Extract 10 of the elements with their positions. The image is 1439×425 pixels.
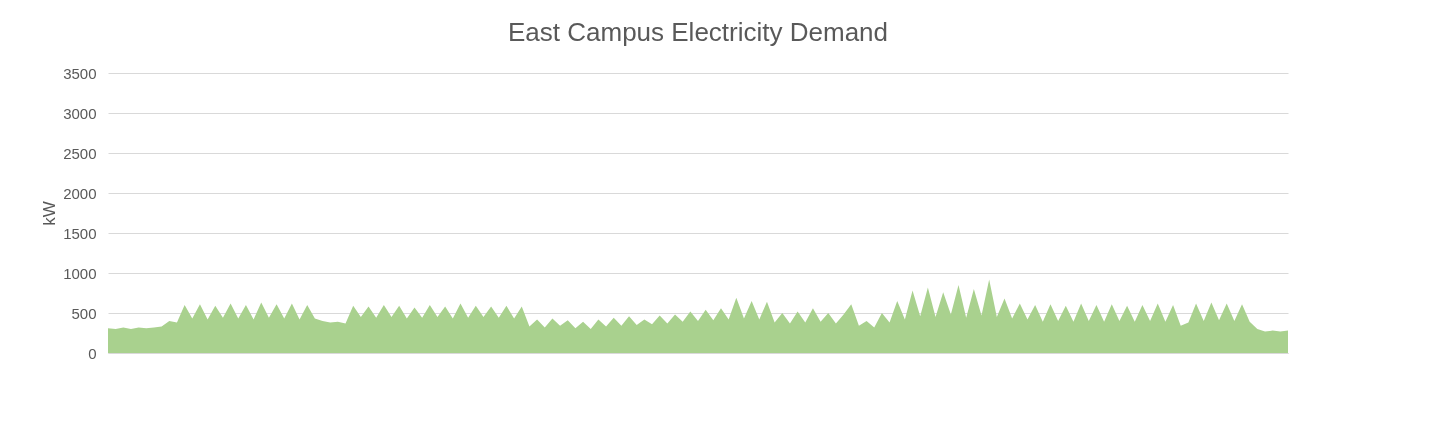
y-tick-label: 500 [71,304,97,322]
y-tick-label: 3000 [63,104,97,122]
y-tick-label: 3500 [63,64,97,82]
y-tick-label: 2500 [63,144,97,162]
y-tick-label: 2000 [63,184,97,202]
y-tick-label: 0 [88,344,97,362]
y-axis-title: kW [40,201,60,226]
chart-title: East Campus Electricity Demand [507,17,889,47]
y-tick-label: 1000 [63,264,97,282]
y-tick-label: 1500 [63,224,97,242]
